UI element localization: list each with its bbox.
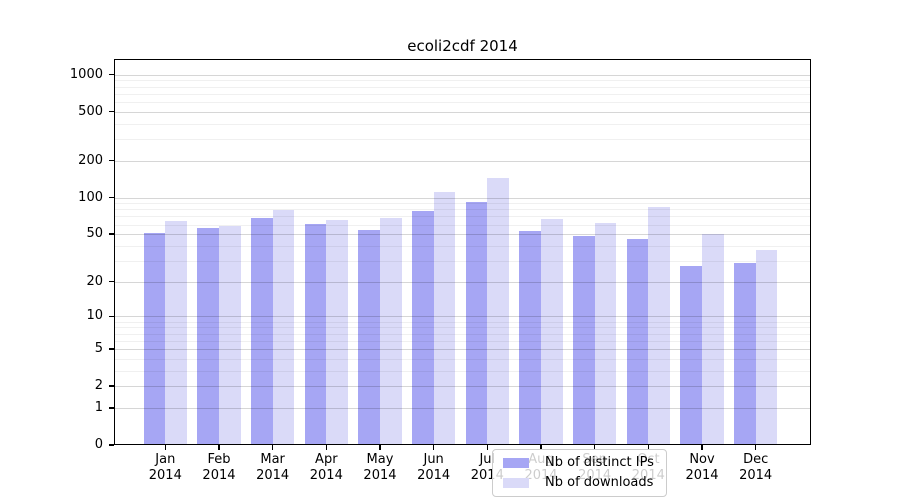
bar-ips-aug — [519, 231, 541, 445]
y-tick-200 — [108, 159, 114, 162]
y-tick-label-100: 100 — [78, 189, 103, 205]
legend-swatch-downloads-icon — [503, 477, 529, 488]
y-tick-label-500: 500 — [78, 103, 103, 119]
bar-ips-feb — [197, 228, 219, 445]
x-tick-dec — [754, 445, 757, 450]
bar-downloads-dec — [755, 249, 778, 445]
y-tick-50 — [108, 233, 114, 235]
x-tick-label-mar: Mar 2014 — [256, 452, 290, 483]
y-tick-label-1: 1 — [94, 399, 103, 415]
x-tick-label-jan: Jan 2014 — [148, 452, 182, 483]
bar-downloads-oct — [648, 206, 671, 445]
x-tick-label-dec: Dec 2014 — [739, 452, 773, 483]
bar-downloads-apr — [326, 219, 349, 445]
x-tick-feb — [218, 445, 220, 450]
x-tick-label-apr: Apr 2014 — [309, 452, 343, 483]
bar-downloads-feb — [218, 226, 241, 445]
x-tick-jul — [486, 445, 488, 450]
x-tick-label-jun: Jun 2014 — [417, 452, 451, 483]
x-tick-oct — [647, 445, 650, 450]
x-tick-label-may: May 2014 — [363, 452, 397, 483]
y-tick-1000 — [108, 73, 114, 76]
bar-downloads-nov — [702, 234, 724, 445]
y-tick-2 — [108, 385, 114, 387]
plot-area: Nb of distinct IPs Nb of downloads — [114, 58, 811, 497]
y-tick-5 — [108, 348, 114, 350]
x-tick-mar — [271, 445, 274, 450]
y-tick-label-20: 20 — [86, 273, 103, 289]
legend-swatch-distinct-ips-icon — [503, 457, 529, 468]
y-tick-label-1000: 1000 — [69, 66, 103, 82]
y-tick-0 — [108, 444, 114, 446]
x-tick-apr — [325, 445, 327, 450]
bar-downloads-jan — [165, 221, 188, 445]
legend-item-distinct-ips: Nb of distinct IPs — [503, 455, 654, 471]
bar-ips-may — [358, 230, 380, 445]
bar-ips-jul — [465, 201, 488, 445]
y-tick-label-5: 5 — [94, 340, 103, 356]
bars-layer — [114, 59, 811, 445]
x-tick-jun — [432, 445, 435, 450]
x-tick-nov — [701, 445, 703, 450]
legend-label-downloads: Nb of downloads — [545, 474, 654, 490]
chart-title: ecoli2cdf 2014 — [407, 37, 518, 55]
y-tick-label-10: 10 — [86, 308, 103, 324]
bar-ips-dec — [733, 262, 756, 445]
bar-downloads-jul — [487, 178, 510, 445]
bar-downloads-jun — [433, 192, 456, 445]
y-tick-100 — [108, 196, 114, 199]
legend: Nb of distinct IPs Nb of downloads — [492, 448, 667, 497]
bar-downloads-aug — [540, 218, 563, 445]
x-tick-label-feb: Feb 2014 — [202, 452, 236, 483]
y-tick-label-200: 200 — [78, 152, 103, 168]
legend-item-downloads: Nb of downloads — [503, 475, 654, 491]
y-tick-20 — [108, 281, 114, 283]
x-tick-jan — [164, 445, 166, 450]
bar-ips-jan — [143, 233, 166, 445]
x-tick-may — [379, 445, 381, 450]
y-tick-1 — [108, 407, 114, 409]
x-tick-aug — [540, 445, 542, 450]
bar-ips-sep — [572, 236, 595, 445]
y-tick-10 — [108, 315, 114, 318]
bar-ips-mar — [250, 217, 273, 445]
bar-downloads-may — [379, 217, 402, 445]
y-tick-500 — [108, 110, 114, 113]
bar-ips-oct — [626, 238, 649, 445]
x-tick-label-nov: Nov 2014 — [685, 452, 719, 483]
bar-downloads-mar — [272, 210, 295, 445]
bar-downloads-sep — [594, 222, 617, 445]
y-tick-label-50: 50 — [86, 226, 103, 242]
bar-ips-apr — [304, 223, 327, 445]
bar-ips-jun — [411, 211, 434, 445]
y-tick-label-2: 2 — [94, 378, 103, 394]
y-tick-label-0: 0 — [94, 437, 103, 452]
bar-ips-nov — [680, 266, 702, 445]
x-tick-sep — [593, 445, 596, 450]
legend-label-distinct-ips: Nb of distinct IPs — [545, 454, 654, 470]
